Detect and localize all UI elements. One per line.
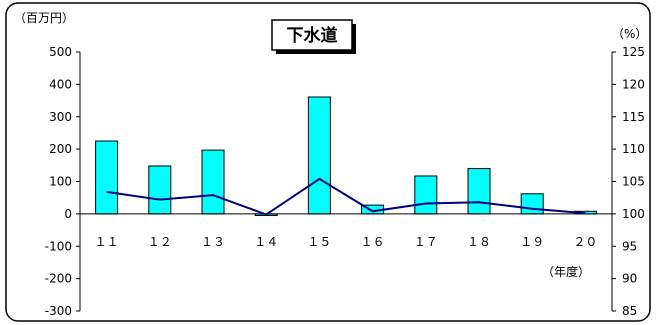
right-tick-label: 100 [622,207,645,221]
bar [520,193,544,215]
right-tick-label: 120 [622,77,645,91]
x-tick-label: ２０ [573,235,597,249]
right-tick-label: 90 [622,272,637,286]
left-axis-unit: （百万円） [14,11,74,25]
left-tick-label: 300 [49,110,72,124]
title-box: 下水道 [271,19,356,54]
left-tick-label: 0 [64,207,72,221]
x-tick-label: １７ [414,235,438,249]
x-axis-unit: （年度） [542,264,590,279]
bar [95,140,119,215]
chart-title: 下水道 [287,25,338,46]
right-tick-label: 105 [622,175,645,189]
right-tick-label: 110 [622,142,645,156]
x-tick-label: １３ [201,235,225,249]
left-tick-label: 200 [49,142,72,156]
left-tick-label: 400 [49,77,72,91]
x-tick-label: １５ [307,235,331,249]
x-tick-label: １９ [520,235,544,249]
right-tick-label: 115 [622,110,645,124]
right-tick-label: 95 [622,239,637,253]
bar [201,149,225,215]
left-tick-label: 100 [49,175,72,189]
x-tick-label: １８ [467,235,491,249]
left-tick-label: -300 [45,304,72,318]
right-tick-label: 85 [622,304,637,318]
x-tick-label: １１ [95,235,119,249]
line-series [106,177,586,216]
x-tick-label: １６ [361,235,385,249]
series-line [106,177,586,216]
left-axis-ticks: 500 400 300 200 100 0 -100 -200 -300 [45,45,80,318]
x-tick-label: １４ [254,235,278,249]
left-tick-label: -100 [45,239,72,253]
bar [414,175,438,215]
left-tick-label: 500 [49,45,72,59]
right-axis-ticks: 125 120 115 110 105 100 95 90 85 [612,45,645,318]
bar [467,168,491,215]
bar [148,165,172,215]
x-axis-labels: １１ １２ １３ １４ １５ １６ １７ １８ １９ ２０ [95,235,598,249]
bar [307,96,331,215]
right-axis-unit: （%） [612,27,647,41]
left-tick-label: -200 [45,272,72,286]
right-tick-label: 125 [622,45,645,59]
x-tick-label: １２ [148,235,172,249]
